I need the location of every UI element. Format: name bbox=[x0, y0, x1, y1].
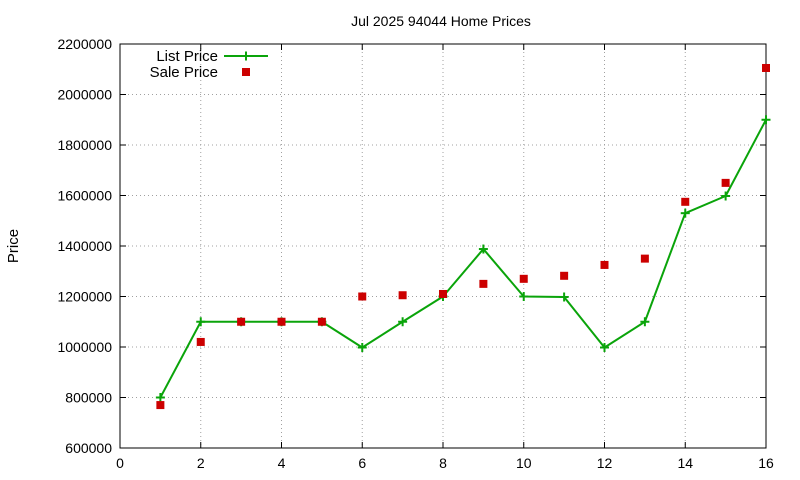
sale-price-point bbox=[640, 254, 649, 263]
sale-price-point bbox=[358, 292, 367, 301]
y-tick-label: 2200000 bbox=[57, 36, 112, 52]
y-tick-label: 1400000 bbox=[57, 238, 112, 254]
list-price-point bbox=[196, 317, 206, 327]
x-tick-label: 8 bbox=[439, 455, 447, 471]
sale-price-point bbox=[156, 401, 165, 410]
x-tick-label: 12 bbox=[597, 455, 613, 471]
sale-price-point bbox=[479, 279, 488, 288]
list-price-line bbox=[159, 119, 767, 398]
x-tick-label: 2 bbox=[197, 455, 205, 471]
sale-price-point bbox=[439, 289, 447, 298]
y-tick-label: 600000 bbox=[65, 440, 112, 456]
chart-title: Jul 2025 94044 Home Prices bbox=[351, 13, 531, 29]
legend-label-2: Sale Price bbox=[150, 64, 218, 81]
sale-price-point bbox=[317, 317, 326, 326]
sale-price-point bbox=[762, 63, 770, 72]
sale-price-point bbox=[681, 197, 690, 206]
list-price-point bbox=[600, 343, 609, 353]
legend-label-1: List Price bbox=[156, 48, 218, 65]
series bbox=[155, 63, 771, 410]
sale-price-point bbox=[721, 178, 730, 187]
list-price-point bbox=[761, 115, 771, 125]
sale-price-point bbox=[519, 274, 528, 283]
sale-price-point bbox=[277, 317, 286, 326]
sale-price-point bbox=[398, 291, 407, 300]
axis-ticks: 0 2 4 6 8 10 12 14 16 600000 800000 1000000 1200000 1… bbox=[57, 36, 774, 471]
x-tick-label: 14 bbox=[677, 455, 693, 471]
y-tick-label: 1800000 bbox=[57, 137, 112, 153]
list-price-point bbox=[519, 292, 529, 301]
x-tick-label: 10 bbox=[516, 455, 532, 471]
list-price-point bbox=[559, 292, 569, 302]
list-price-point bbox=[640, 317, 650, 327]
y-tick-label: 1200000 bbox=[57, 289, 112, 305]
list-price-point bbox=[357, 343, 367, 353]
sale-price-point bbox=[560, 271, 569, 280]
x-tick-label: 16 bbox=[758, 455, 774, 471]
sale-price-point bbox=[237, 317, 246, 326]
y-axis-label: Price bbox=[5, 229, 22, 263]
y-tick-label: 1600000 bbox=[57, 188, 112, 204]
y-tick-label: 1000000 bbox=[57, 339, 112, 355]
list-price-point bbox=[478, 244, 488, 254]
x-tick-label: 0 bbox=[116, 455, 124, 471]
list-price-point bbox=[155, 393, 165, 402]
list-price-point bbox=[398, 317, 408, 327]
x-tick-label: 4 bbox=[278, 455, 286, 471]
y-tick-label: 2000000 bbox=[57, 87, 112, 103]
grid bbox=[120, 44, 766, 448]
legend-swatch-marker bbox=[241, 51, 251, 61]
y-tick-label: 800000 bbox=[65, 390, 112, 406]
sale-price-point bbox=[196, 337, 205, 346]
legend-swatch-marker bbox=[242, 68, 250, 76]
x-tick-label: 6 bbox=[358, 455, 366, 471]
list-price-point bbox=[721, 191, 731, 201]
sale-price-point bbox=[600, 260, 609, 269]
list-price-point bbox=[680, 208, 690, 218]
